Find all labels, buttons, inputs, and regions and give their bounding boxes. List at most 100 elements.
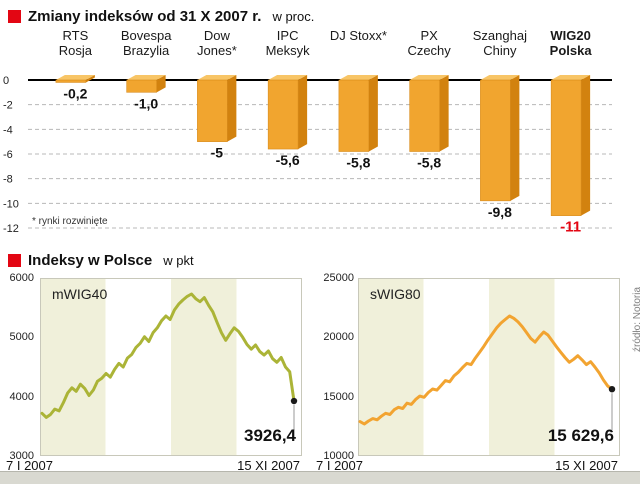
bar-group-5 [409, 75, 449, 152]
y-tick-label: 0 [3, 75, 9, 87]
y-tick-label: -4 [3, 124, 13, 136]
footnote: * rynki rozwinięte [32, 216, 108, 227]
line-chart-mwig40: 6000 5000 4000 3000 mWIG40 3926,4 7 I 2007 15 X… [4, 272, 310, 478]
bar-value-label: -5,8 [417, 155, 441, 171]
bar-top-face [126, 75, 166, 80]
category-label: Czechy [407, 43, 451, 58]
bar-side-face [439, 75, 449, 152]
scrollbar[interactable] [0, 471, 640, 484]
x-end-label: 15 XI 2007 [555, 458, 618, 473]
y-tick-label: 6000 [9, 272, 34, 284]
y-tick-label: -8 [3, 174, 13, 186]
bar-front-face [480, 79, 511, 202]
bar-front-face [550, 79, 582, 216]
plot-band [171, 278, 237, 456]
end-value-label: 3926,4 [244, 426, 296, 445]
plot-band [423, 278, 489, 456]
category-label: RTS [62, 28, 88, 43]
series-line [40, 292, 296, 419]
y-tick-label: -10 [3, 198, 19, 210]
y-tick-label: 20000 [323, 331, 354, 344]
bar-front-face [409, 79, 440, 152]
bar-top-face [409, 75, 449, 80]
bar-value-label: -11 [560, 219, 581, 236]
y-tick-label: 10000 [323, 450, 354, 462]
end-marker-dot [608, 385, 616, 393]
title-bullet-icon [8, 10, 21, 23]
bar-top-face [551, 75, 591, 80]
bar-side-face [368, 75, 378, 152]
category-label: Rosja [59, 43, 93, 58]
plot-area [358, 278, 620, 456]
bar-front-face [55, 79, 87, 83]
bar-side-face [85, 75, 95, 83]
bar-top-face [197, 75, 237, 80]
source-note: źródło: Notoria [632, 286, 640, 352]
category-label: PX [420, 28, 438, 43]
y-tick-label: -6 [3, 149, 13, 161]
bottom-chart-title: Indeksy w Polsce [28, 252, 153, 269]
category-label: Bovespa [121, 28, 172, 43]
end-marker-dot [290, 397, 298, 405]
x-start-label: 7 I 2007 [316, 458, 363, 473]
bar-value-label: -5,8 [346, 155, 370, 171]
bar-value-label: -5,6 [276, 152, 300, 168]
top-chart-header: Zmiany indeksów od 31 X 2007 r. w proc. [8, 8, 314, 25]
bar-group-6 [480, 75, 520, 202]
bar-group-1 [126, 75, 166, 93]
y-tick-label: -2 [3, 100, 13, 112]
category-label: IPC [277, 28, 299, 43]
plot-band [236, 278, 302, 456]
bar-value-label: -1,0 [134, 95, 158, 111]
series-line [358, 314, 614, 426]
category-label: Szanghaj [473, 28, 527, 43]
bar-group-0 [55, 75, 95, 83]
bar-top-face [55, 75, 95, 80]
end-value-label: 15 629,6 [547, 426, 614, 445]
plot-band [358, 278, 424, 456]
title-bullet-icon [8, 254, 21, 267]
category-label: WIG20 [550, 28, 590, 43]
bottom-chart-subtitle: w pkt [163, 253, 194, 268]
series-name: sWIG80 [370, 286, 421, 302]
plot-band [554, 278, 620, 456]
category-label: Chiny [483, 43, 517, 58]
y-tick-label: 25000 [323, 272, 354, 284]
y-tick-label: 15000 [323, 390, 354, 403]
category-label: Brazylia [123, 43, 170, 58]
bar-group-3 [267, 75, 308, 150]
bar-group-7 [550, 75, 591, 216]
plot-border [40, 278, 302, 456]
y-tick-label: 3000 [9, 450, 34, 462]
bottom-chart-header: Indeksy w Polsce w pkt [8, 252, 194, 269]
y-tick-label: 5000 [9, 331, 34, 344]
bar-front-face [126, 79, 157, 93]
top-chart-subtitle: w proc. [272, 9, 315, 24]
bar-top-face [480, 75, 520, 80]
bar-side-face [156, 75, 166, 93]
bar-side-face [298, 75, 308, 150]
bar-side-face [227, 75, 237, 142]
bar-value-label: -9,8 [488, 204, 512, 220]
bar-group-4 [338, 75, 378, 152]
bar-value-label: -5 [211, 145, 224, 161]
bar-front-face [267, 79, 299, 150]
plot-border [358, 278, 620, 456]
series-name: mWIG40 [52, 286, 108, 302]
category-label: Polska [550, 43, 593, 58]
bar-front-face [338, 79, 370, 152]
bar-side-face [581, 75, 591, 216]
x-start-label: 7 I 2007 [6, 458, 53, 473]
y-tick-label: 4000 [9, 390, 34, 403]
top-chart-title: Zmiany indeksów od 31 X 2007 r. [28, 8, 262, 25]
plot-band [489, 278, 555, 456]
bar-top-face [338, 75, 378, 80]
bar-top-face [268, 75, 308, 80]
category-label: Meksyk [266, 43, 311, 58]
line-chart-swig80: 25000 20000 15000 10000 sWIG80 15 629,6 7 I 20… [314, 272, 626, 478]
category-label: Jones* [197, 43, 237, 58]
category-label: Dow [204, 28, 231, 43]
bar-side-face [510, 75, 520, 201]
